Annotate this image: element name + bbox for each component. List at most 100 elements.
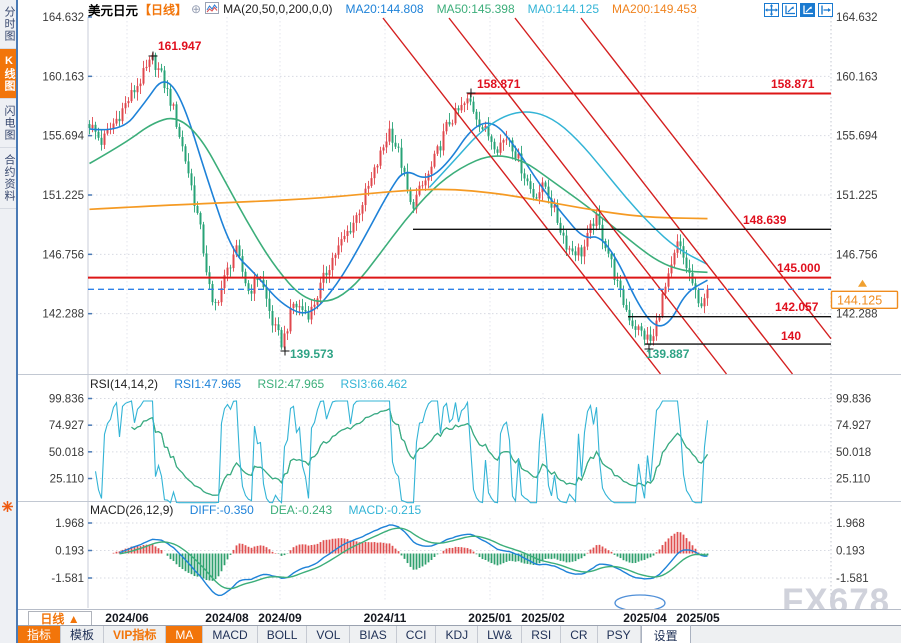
macd-diff-line: [119, 524, 708, 597]
date-label: 2025/02: [521, 611, 565, 625]
date-label: 2024/09: [258, 611, 302, 625]
rsi2-line: [131, 407, 708, 496]
indicator-tab-RSI[interactable]: RSI: [522, 626, 562, 643]
macd-diff-value: DIFF:-0.350: [189, 503, 254, 517]
date-axis-row: 日线 ▲ 2024/06 2024/08 2024/09 2024/11 2025/01…: [18, 609, 901, 627]
crosshair-move-icon[interactable]: [764, 3, 779, 17]
indicator-tab-VOL[interactable]: VOL: [307, 626, 351, 643]
price-axis-label: 74.927: [49, 420, 84, 432]
price-axis-label: -1.581: [51, 573, 84, 585]
macd-dea-line: [119, 527, 708, 590]
rsi3-value: RSI3:66.462: [340, 377, 408, 391]
price-level-label: 158.871: [771, 77, 815, 91]
date-label: 2025/05: [676, 611, 720, 625]
price-axis-label: 151.225: [836, 190, 878, 202]
period-tag: 【日线】: [139, 2, 188, 17]
ma-line-ma200: [89, 188, 708, 220]
price-axis-label: 155.694: [42, 131, 84, 143]
price-axis-label: 160.163: [836, 71, 878, 83]
indicator-tab-BIAS[interactable]: BIAS: [350, 626, 397, 643]
price-level-label: 140: [781, 329, 801, 343]
chart-tools: [764, 3, 833, 17]
ma20-value: MA20:144.808: [345, 2, 424, 16]
sidebar-item-contract-info[interactable]: 合约资料: [0, 148, 16, 209]
price-axis-label: 142.288: [42, 309, 84, 321]
date-label: 2024/06: [105, 611, 149, 625]
price-axis-label: 0.193: [55, 546, 84, 558]
chart-header: 美元日元 【日线】 ⊕ MA(20,50,0,200,0,0) MA20:144…: [88, 1, 697, 18]
sidebar-item-timeshare-chart[interactable]: 分时图: [0, 0, 16, 49]
price-level-label: 158.871: [477, 77, 521, 91]
indicator-tab-KDJ[interactable]: KDJ: [436, 626, 479, 643]
ma-line-ma50: [89, 117, 708, 303]
macd-dea-value: DEA:-0.243: [270, 503, 333, 517]
ma-settings-label[interactable]: MA(20,50,0,200,0,0): [223, 2, 333, 16]
grid-layer: [18, 16, 901, 608]
price-axis-label: 74.927: [836, 420, 871, 432]
price-axis-label: 99.836: [49, 394, 84, 406]
axis-labels: 164.632 164.632 160.163 160.163 155.694 155.6…: [42, 12, 878, 585]
indicator-tab-BOLL[interactable]: BOLL: [258, 626, 308, 643]
indicator-tab-设置[interactable]: 设置: [640, 625, 691, 643]
symbol-name: 美元日元: [88, 3, 139, 18]
indicator-toolbar: 指标 模板 VIP指标 MA MACD BOLL VOL BIAS CCI KDJ LW& RSI CR…: [18, 625, 901, 643]
rsi-header: RSI(14,14,2) RSI1:47.965 RSI2:47.965 RSI…: [90, 377, 407, 391]
date-label: 2024/11: [363, 611, 407, 625]
indicator-tab-LW&[interactable]: LW&: [478, 626, 523, 643]
sidebar: 分时图 K线图 闪电图 合约资料: [0, 0, 18, 643]
ma200-value: MA200:149.453: [612, 2, 697, 16]
price-axis-label: 164.632: [42, 12, 84, 24]
support-resistance-lines[interactable]: [88, 92, 831, 345]
price-axis-label: 146.756: [42, 249, 84, 261]
price-axis-label: 146.756: [836, 249, 878, 261]
indicator-tab-模板[interactable]: 模板: [61, 626, 105, 643]
indicator-tab-MA[interactable]: MA: [166, 626, 204, 643]
price-axis-label: 1.968: [55, 518, 84, 530]
price-level-label: 139.887: [646, 347, 690, 361]
indicator-tab-MACD[interactable]: MACD: [203, 626, 258, 643]
price-axis-label: 0.193: [836, 546, 865, 558]
rsi2-value: RSI2:47.965: [257, 377, 325, 391]
chart-markers: 161.947 158.871 158.871 148.639 145.000 142.0…: [148, 39, 821, 361]
sidebar-item-kline-chart[interactable]: K线图: [0, 49, 16, 99]
svg-text:144.125: 144.125: [837, 293, 882, 307]
add-indicator-icon[interactable]: ⊕: [191, 2, 202, 16]
period-selector[interactable]: 日线 ▲: [28, 611, 92, 627]
price-axis-label: -1.581: [836, 573, 869, 585]
sidebar-item-lightning-chart[interactable]: 闪电图: [0, 99, 16, 148]
price-axis-label: 142.288: [836, 309, 878, 321]
price-level-label: 139.573: [290, 347, 334, 361]
macd-header: MACD(26,12,9) DIFF:-0.350 DEA:-0.243 MAC…: [90, 503, 421, 517]
price-level-label: 142.057: [775, 300, 819, 314]
indicator-tab-PSY[interactable]: PSY: [598, 626, 641, 643]
indicator-tab-指标[interactable]: 指标: [18, 626, 62, 643]
indicator-tab-CCI[interactable]: CCI: [397, 626, 437, 643]
macd-title[interactable]: MACD(26,12,9): [90, 503, 174, 517]
ma0-value: MA0:144.125: [527, 2, 600, 16]
candlestick-layer: [88, 52, 709, 350]
date-label: 2024/08: [205, 611, 249, 625]
pan-right-icon[interactable]: [818, 3, 833, 17]
price-axis-label: 151.225: [42, 190, 84, 202]
price-axis-label: 164.632: [836, 12, 878, 24]
ma-line-ma-long: [428, 111, 708, 266]
zoom-axes-active-icon[interactable]: [800, 3, 815, 17]
burst-icon[interactable]: [1, 500, 14, 518]
price-axis-label: 155.694: [836, 131, 878, 143]
rsi3-line: [94, 400, 709, 504]
indicator-tab-VIP指标[interactable]: VIP指标: [104, 626, 167, 643]
rsi1-value: RSI1:47.965: [174, 377, 242, 391]
zoom-axes-icon[interactable]: [782, 3, 797, 17]
chart-type-icon[interactable]: [205, 1, 220, 17]
rsi-title[interactable]: RSI(14,14,2): [90, 377, 159, 391]
date-label: 2025/04: [623, 611, 667, 625]
price-level-label: 148.639: [743, 213, 787, 227]
date-label: 2025/01: [468, 611, 512, 625]
ma-line-ma20: [89, 81, 708, 327]
current-price-badge: 144.125: [830, 279, 899, 309]
ma50-value: MA50:145.398: [436, 2, 515, 16]
price-axis-label: 50.018: [836, 447, 871, 459]
indicator-tab-CR[interactable]: CR: [561, 626, 598, 643]
